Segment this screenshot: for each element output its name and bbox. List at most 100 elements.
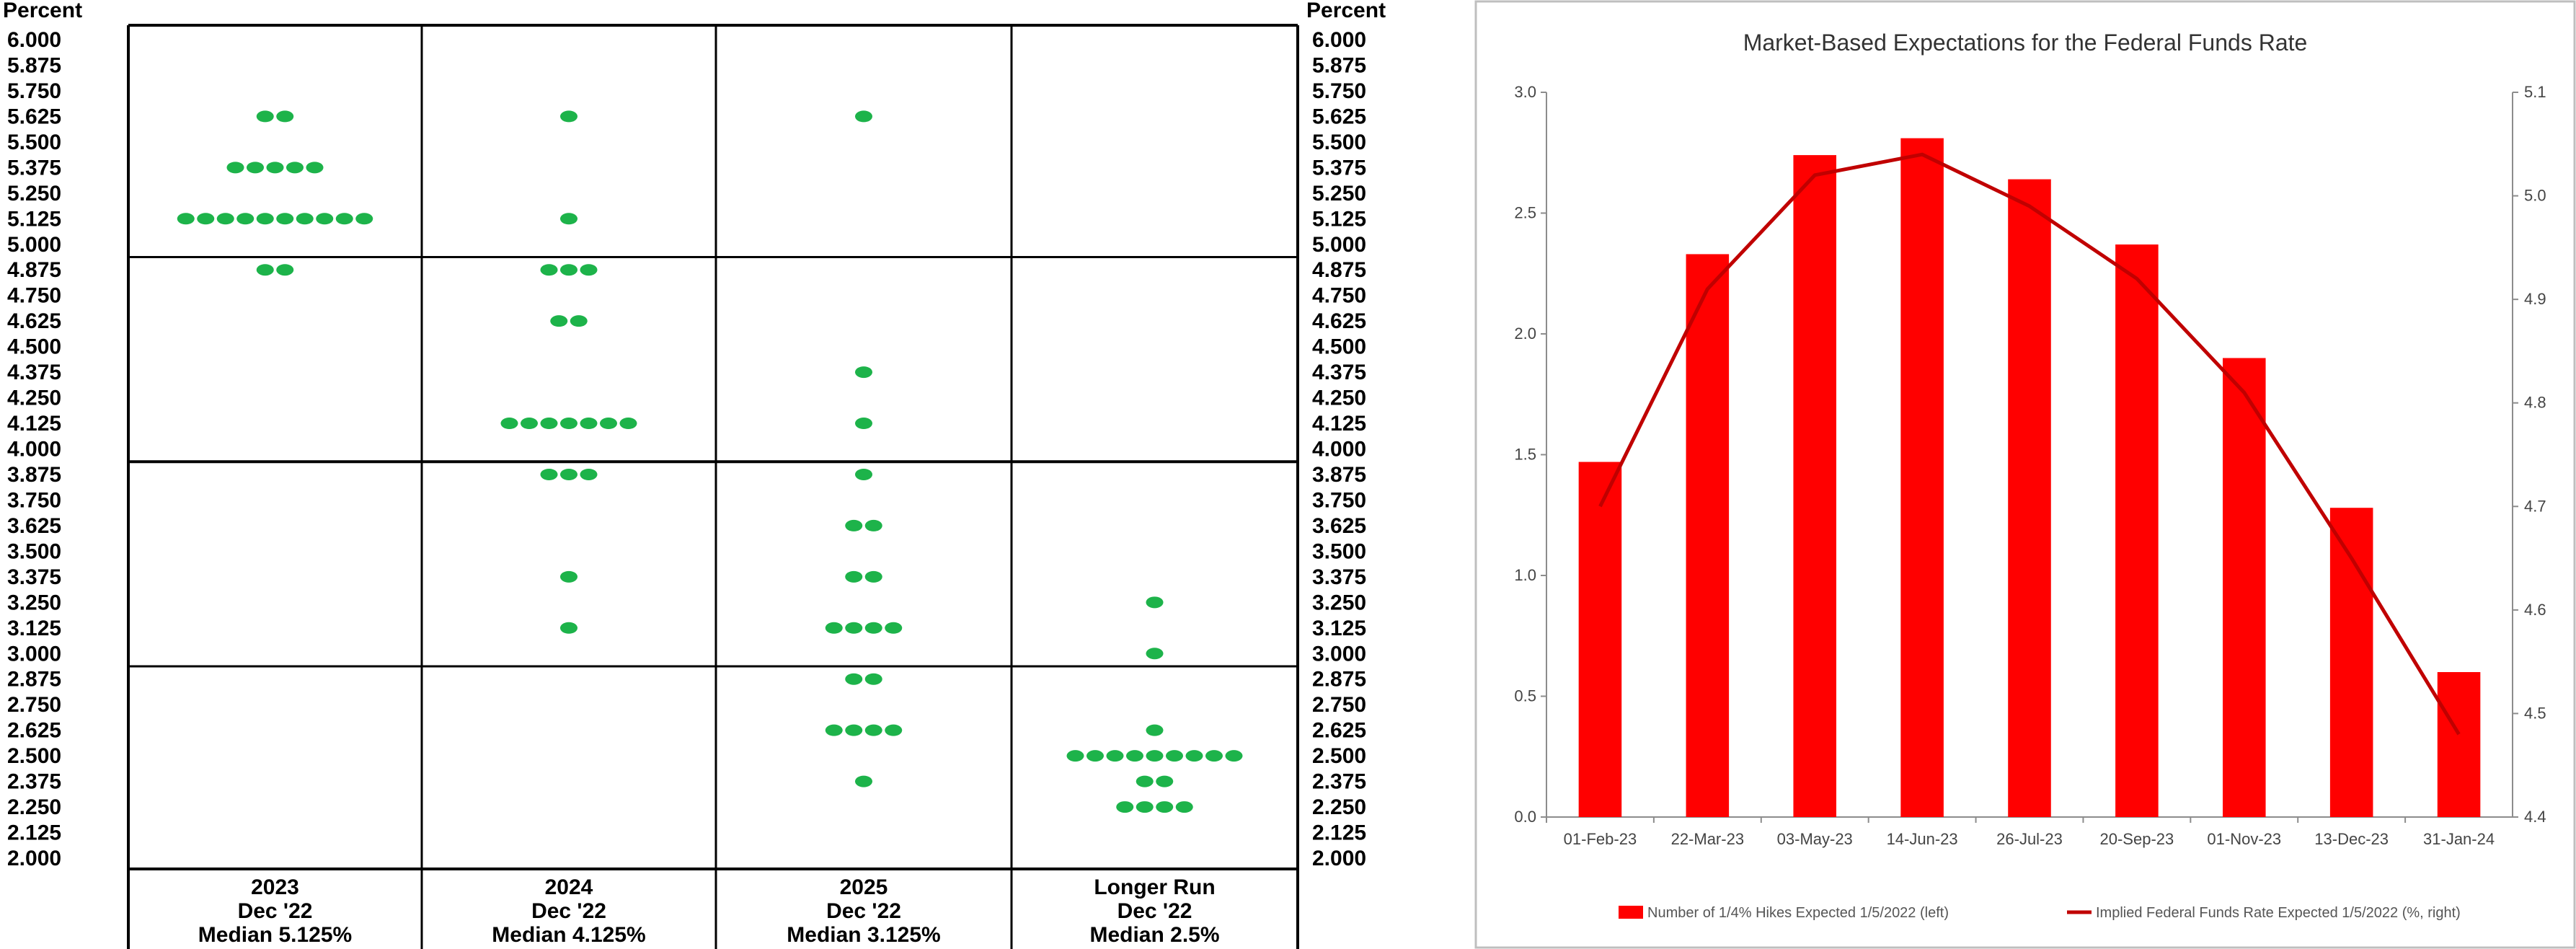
right-y-tick-label: 4.6 xyxy=(2524,601,2546,619)
y-tick-label: 2.375 xyxy=(7,770,61,794)
participant-dot xyxy=(855,775,872,787)
legend: Number of 1/4% Hikes Expected 1/5/2022 (… xyxy=(1619,905,2461,921)
y-tick-label: 4.375 xyxy=(1312,361,1366,384)
x-tick-label: 26-Jul-23 xyxy=(1996,830,2063,848)
bar-22-Mar-23 xyxy=(1686,254,1730,817)
participant-dot xyxy=(276,213,294,225)
y-tick-label: 3.125 xyxy=(1312,617,1366,640)
y-tick-label: 5.750 xyxy=(7,79,61,103)
participant-dot xyxy=(521,418,538,430)
participant-dot xyxy=(1175,801,1193,813)
bar-03-May-23 xyxy=(1793,155,1836,818)
y-tick-label: 4.250 xyxy=(7,387,61,410)
participant-dot xyxy=(1116,801,1134,813)
participant-dot xyxy=(580,418,598,430)
participant-dot xyxy=(1205,750,1223,762)
participant-dot xyxy=(550,315,568,327)
column-year-label: Longer Run xyxy=(1094,875,1215,899)
y-tick-label: 6.000 xyxy=(1312,28,1366,52)
left-y-tick-label: 2.0 xyxy=(1514,325,1536,343)
implied-rate-line xyxy=(1598,152,2461,736)
bar-01-Feb-23 xyxy=(1578,462,1622,817)
x-tick-label: 13-Dec-23 xyxy=(2314,830,2389,848)
y-tick-label: 2.000 xyxy=(1312,847,1366,870)
y-tick-label: 3.625 xyxy=(1312,514,1366,538)
participant-dot xyxy=(855,468,872,480)
left-y-tick-label: 0.5 xyxy=(1514,687,1536,705)
y-tick-label: 4.125 xyxy=(1312,412,1366,436)
participant-dot xyxy=(1146,724,1164,736)
participant-dot xyxy=(845,519,863,531)
participant-dot xyxy=(1156,801,1174,813)
y-tick-label: 5.375 xyxy=(1312,156,1366,180)
participant-dot xyxy=(885,724,903,736)
y-tick-label: 4.625 xyxy=(1312,309,1366,333)
bar-31-Jan-24 xyxy=(2437,672,2481,817)
left-y-tick-label: 1.0 xyxy=(1514,566,1536,584)
participant-dot xyxy=(845,570,863,583)
bar-14-Jun-23 xyxy=(1900,138,1944,817)
left-axis-unit-label: Percent xyxy=(3,0,82,22)
y-tick-label: 5.000 xyxy=(7,233,61,257)
x-tick-label: 31-Jan-24 xyxy=(2423,830,2495,848)
participant-dot xyxy=(560,264,577,276)
y-tick-label: 5.875 xyxy=(7,53,61,77)
chart-title: Market-Based Expectations for the Federa… xyxy=(1743,30,2308,56)
bar-01-Nov-23 xyxy=(2223,358,2266,817)
right-y-tick-label: 4.7 xyxy=(2524,497,2546,515)
y-tick-label: 3.875 xyxy=(7,463,61,487)
participant-dot xyxy=(560,468,577,480)
participant-dot xyxy=(306,162,324,174)
participant-dot xyxy=(316,213,334,225)
column-vintage-label: Dec '22 xyxy=(826,899,901,923)
participant-dot xyxy=(560,570,577,583)
y-tick-label: 3.625 xyxy=(7,514,61,538)
legend-bar-label: Number of 1/4% Hikes Expected 1/5/2022 (… xyxy=(1647,905,1949,921)
participant-dot xyxy=(1146,596,1164,609)
y-tick-label: 5.500 xyxy=(7,131,61,154)
x-tick-label: 01-Nov-23 xyxy=(2207,830,2281,848)
bar-26-Jul-23 xyxy=(2008,179,2051,818)
y-tick-label: 4.250 xyxy=(1312,387,1366,410)
participant-dot xyxy=(560,418,577,430)
participant-dot xyxy=(864,724,882,736)
participant-dot xyxy=(1166,750,1183,762)
y-tick-label: 2.875 xyxy=(1312,668,1366,692)
column-year-label: 2025 xyxy=(840,875,888,899)
participant-dot xyxy=(1156,775,1174,787)
participant-dot xyxy=(177,213,195,225)
y-tick-label: 5.500 xyxy=(1312,131,1366,154)
participant-dot xyxy=(540,264,558,276)
participant-dot xyxy=(864,673,882,685)
y-tick-label: 3.125 xyxy=(7,617,61,640)
right-y-tick-label: 4.4 xyxy=(2524,808,2546,826)
participant-dot xyxy=(276,264,294,276)
x-tick-label: 03-May-23 xyxy=(1777,830,1853,848)
y-tick-label: 5.625 xyxy=(7,105,61,128)
participant-dot xyxy=(500,418,518,430)
participant-dot xyxy=(864,622,882,634)
legend-line-label: Implied Federal Funds Rate Expected 1/5/… xyxy=(2096,905,2461,921)
right-y-tick-label: 5.1 xyxy=(2524,83,2546,101)
column-vintage-label: Dec '22 xyxy=(1117,899,1192,923)
y-tick-label: 5.125 xyxy=(7,207,61,231)
y-tick-label: 4.875 xyxy=(1312,258,1366,282)
participant-dot xyxy=(1066,750,1084,762)
participant-dot xyxy=(276,110,294,123)
participant-dot xyxy=(580,264,598,276)
participant-dot xyxy=(825,622,843,634)
participant-dot xyxy=(236,213,254,225)
column-median-label: Median 5.125% xyxy=(198,923,352,947)
dot-column-2025 xyxy=(825,110,903,787)
participant-dot xyxy=(335,213,353,225)
column-median-label: Median 2.5% xyxy=(1089,923,1219,947)
y-tick-label: 3.750 xyxy=(1312,488,1366,512)
y-tick-label: 3.250 xyxy=(1312,591,1366,614)
dot-column-2024 xyxy=(500,110,637,634)
market-expectations-chart: Market-Based Expectations for the Federa… xyxy=(1474,0,2576,949)
participant-dot xyxy=(1225,750,1243,762)
column-vintage-label: Dec '22 xyxy=(531,899,606,923)
y-tick-label: 2.250 xyxy=(7,795,61,819)
